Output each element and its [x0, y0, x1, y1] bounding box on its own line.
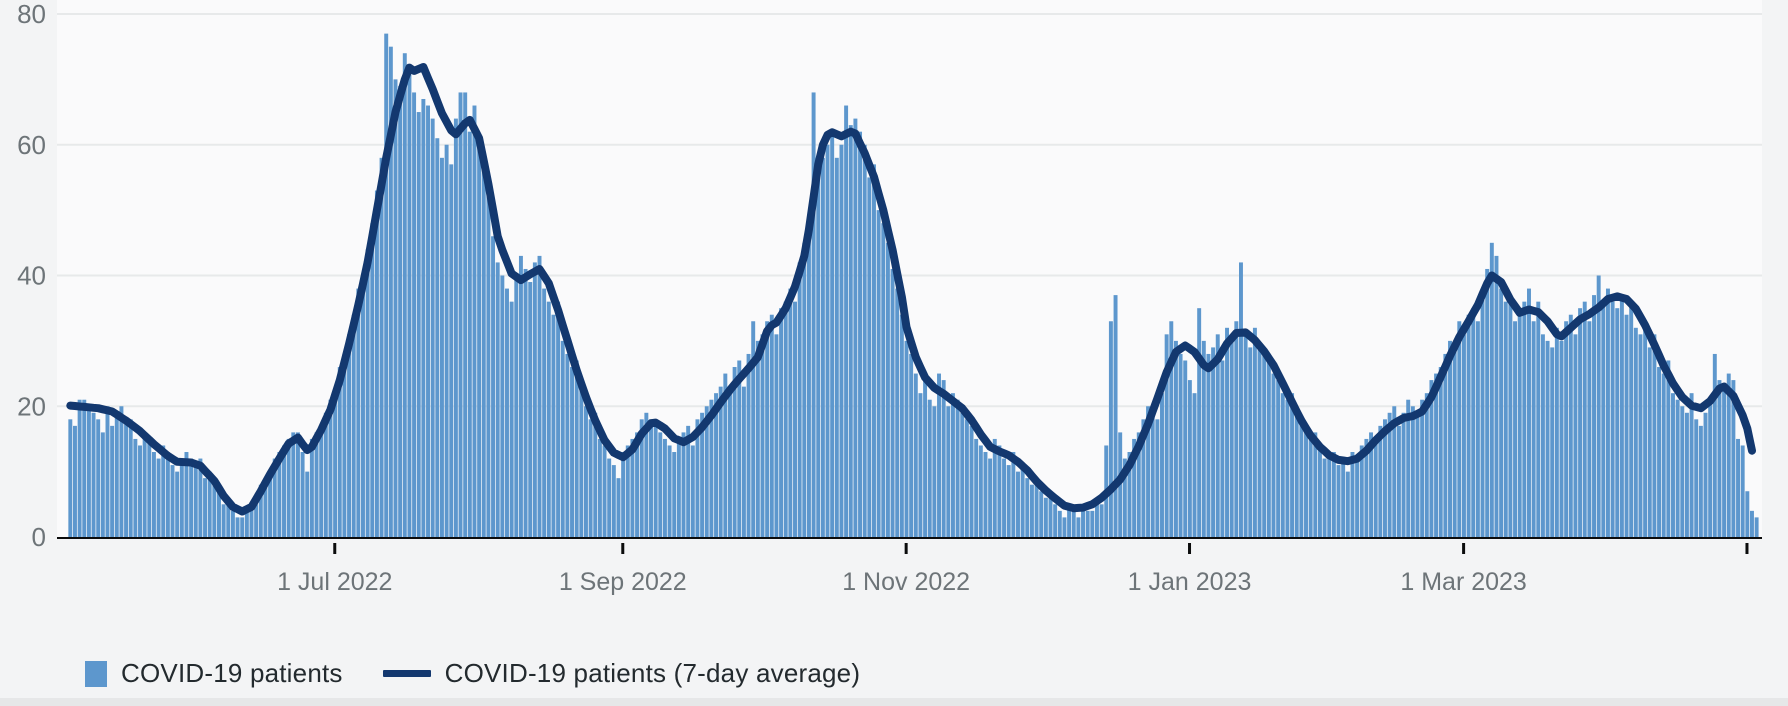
covid-patients-chart[interactable]: 0 20 40 60 80 1 Jul 2022 1 Sep 2022 1 Nov 2022 1… — [0, 0, 1788, 645]
bar-series-swatch-icon — [85, 660, 107, 687]
svg-text:60: 60 — [17, 130, 46, 160]
svg-text:0: 0 — [32, 522, 46, 552]
section-divider — [0, 698, 1788, 706]
legend-label-patients: COVID-19 patients — [121, 658, 343, 688]
svg-text:40: 40 — [17, 261, 46, 291]
svg-text:80: 80 — [17, 0, 46, 29]
x-axis-ticks — [333, 543, 1749, 554]
line-series-7day-average — [66, 63, 1756, 516]
legend-item-average: COVID-19 patients (7-day average) — [382, 658, 861, 689]
svg-text:1 Jan 2023: 1 Jan 2023 — [1128, 568, 1252, 596]
x-axis-labels: 1 Jul 2022 1 Sep 2022 1 Nov 2022 1 Jan 2023… — [277, 568, 1527, 596]
legend-label-average: COVID-19 patients (7-day average) — [444, 658, 861, 688]
svg-text:1 Mar 2023: 1 Mar 2023 — [1400, 568, 1526, 596]
y-axis-labels: 0 20 40 60 80 — [17, 0, 46, 552]
svg-text:1 Nov 2022: 1 Nov 2022 — [842, 568, 970, 596]
legend-item-patients: COVID-19 patients — [85, 658, 343, 689]
line-series-swatch-icon — [382, 670, 431, 677]
svg-text:1 Jul 2022: 1 Jul 2022 — [277, 568, 392, 596]
bar-series-covid-patients[interactable] — [68, 33, 1759, 538]
svg-text:20: 20 — [17, 391, 46, 421]
svg-text:1 Sep 2022: 1 Sep 2022 — [559, 568, 687, 596]
chart-legend: COVID-19 patients COVID-19 patients (7-d… — [85, 658, 860, 689]
